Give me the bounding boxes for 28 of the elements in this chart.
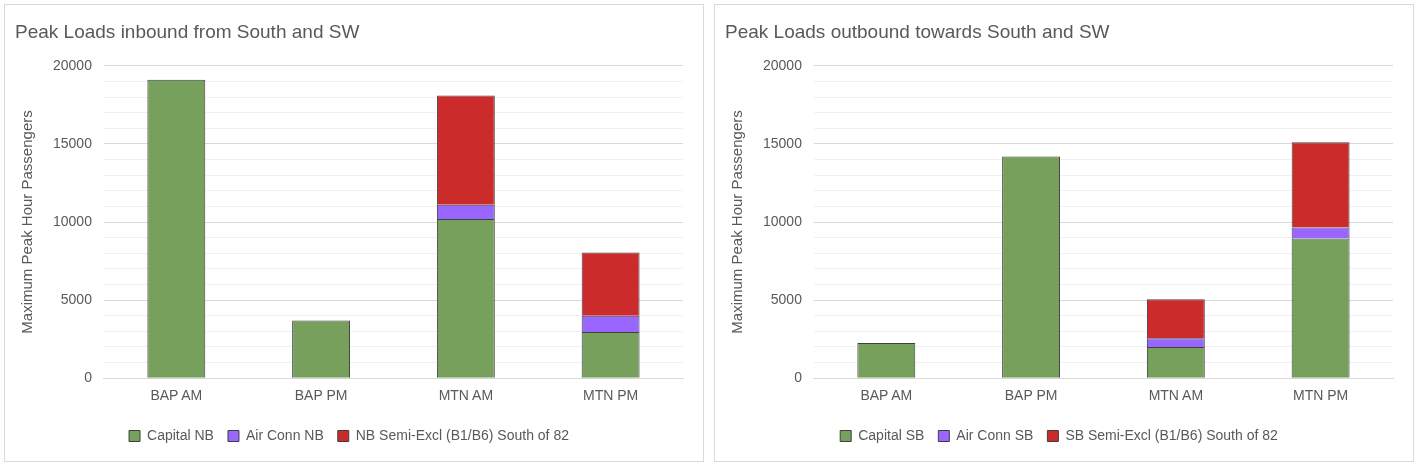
legend-label: NB Semi-Excl (B1/B6) South of 82: [355, 426, 570, 443]
y-tick-label: 10000: [52, 212, 93, 229]
chart-title: Peak Loads outbound towards South and SW: [725, 20, 1110, 42]
y-axis-title: Maximum Peak Hour Passengers: [18, 110, 36, 334]
y-tick-label: 5000: [770, 290, 803, 307]
x-tick-label: MTN PM: [583, 387, 639, 404]
y-tick-label: 10000: [762, 212, 803, 229]
x-tick-label: MTN PM: [1293, 387, 1349, 404]
y-tick-label: 20000: [762, 56, 803, 73]
y-tick-label: 20000: [52, 56, 93, 73]
y-tick-label: 0: [794, 369, 803, 386]
y-tick-label: 0: [84, 369, 93, 386]
y-axis-title: Maximum Peak Hour Passengers: [728, 110, 746, 334]
legend-label: Air Conn NB: [245, 426, 324, 443]
x-tick-label: MTN AM: [1148, 387, 1204, 404]
y-tick-label: 15000: [762, 134, 803, 151]
chart-title: Peak Loads inbound from South and SW: [15, 20, 360, 42]
x-tick-label: BAP PM: [294, 387, 348, 404]
x-tick-label: MTN AM: [438, 387, 494, 404]
x-tick-label: BAP AM: [860, 387, 913, 404]
x-tick-label: BAP PM: [1004, 387, 1058, 404]
y-tick-label: 5000: [60, 290, 93, 307]
x-tick-label: BAP AM: [150, 387, 203, 404]
legend-label: Air Conn SB: [956, 426, 1034, 443]
y-tick-label: 15000: [52, 134, 93, 151]
legend-label: SB Semi-Excl (B1/B6) South of 82: [1065, 426, 1279, 443]
legend-label: Capital SB: [858, 426, 925, 443]
legend-label: Capital NB: [147, 426, 214, 443]
